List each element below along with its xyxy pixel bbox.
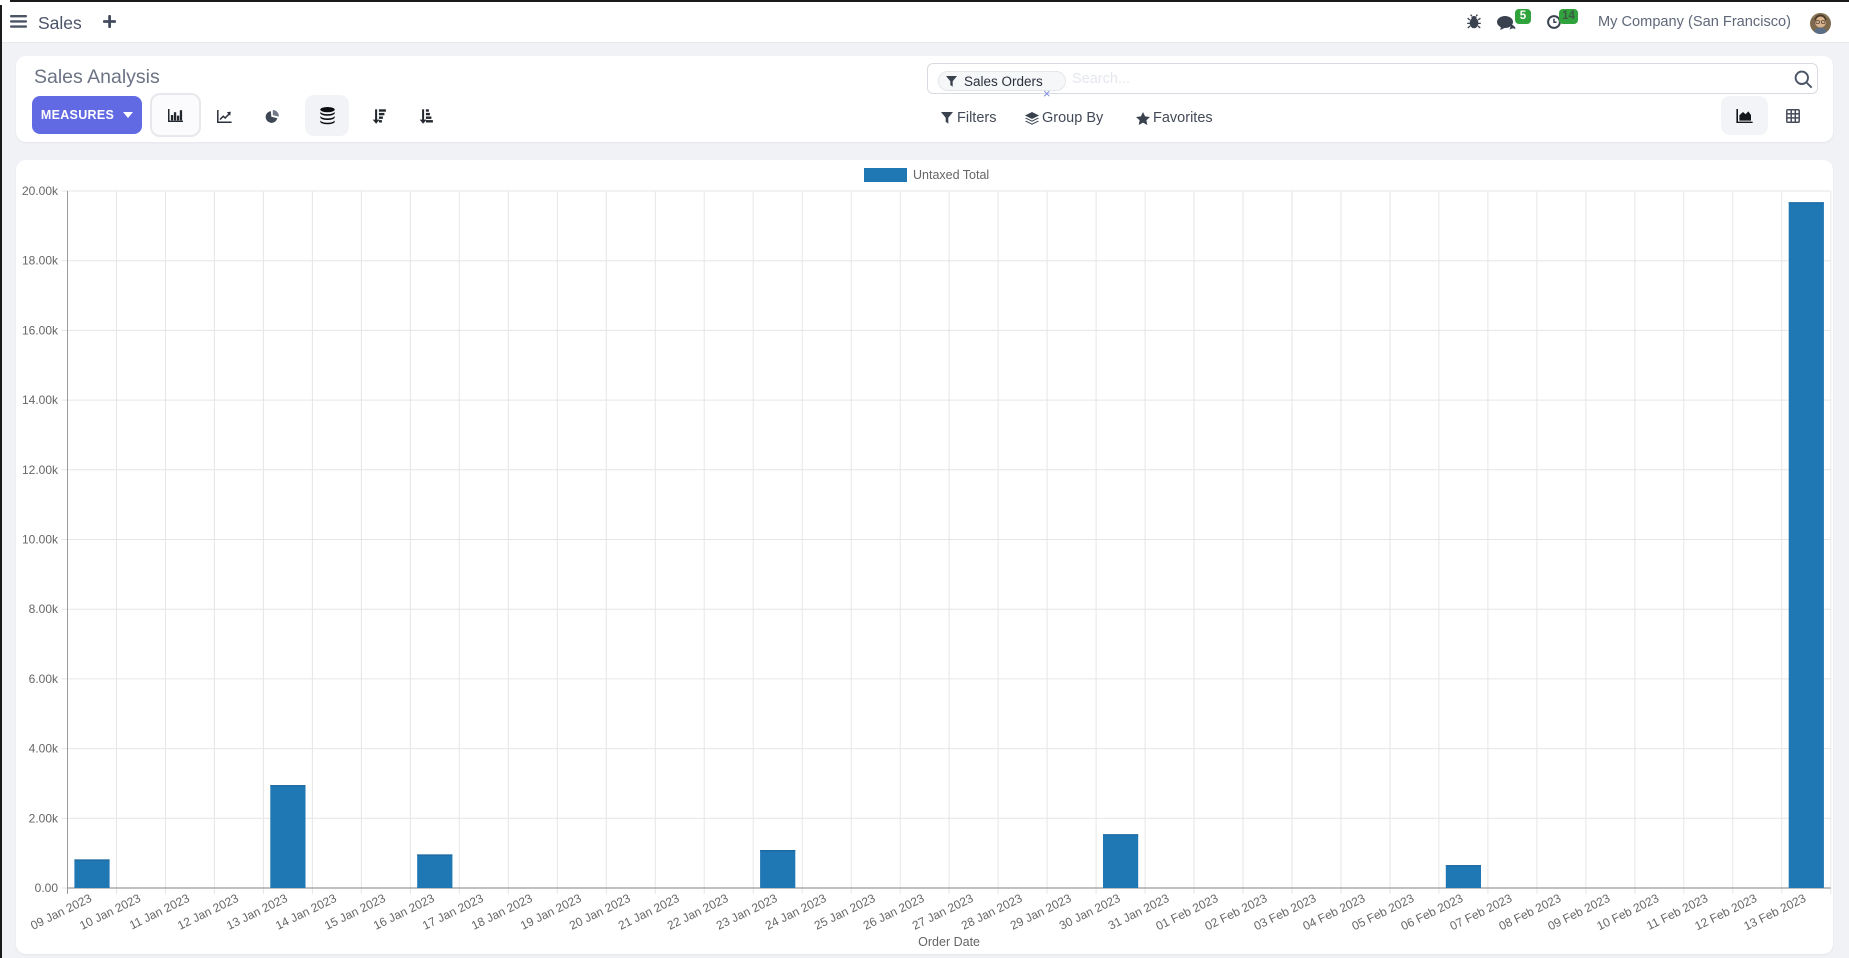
svg-text:2.00k: 2.00k [29, 811, 59, 825]
svg-text:14.00k: 14.00k [22, 393, 59, 407]
svg-text:6.00k: 6.00k [29, 672, 59, 686]
svg-text:Untaxed Total: Untaxed Total [913, 168, 989, 182]
svg-text:0.00: 0.00 [35, 881, 59, 895]
svg-text:4.00k: 4.00k [29, 742, 59, 756]
svg-text:10.00k: 10.00k [22, 533, 59, 547]
svg-text:16.00k: 16.00k [22, 323, 59, 337]
svg-text:12.00k: 12.00k [22, 463, 59, 477]
svg-text:8.00k: 8.00k [29, 602, 59, 616]
svg-text:18.00k: 18.00k [22, 254, 59, 268]
svg-text:Order Date: Order Date [918, 935, 980, 949]
svg-text:20.00k: 20.00k [22, 184, 59, 198]
